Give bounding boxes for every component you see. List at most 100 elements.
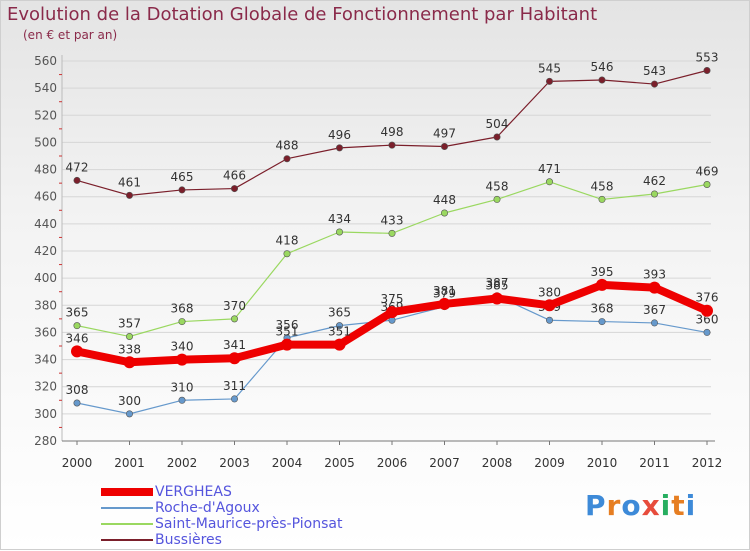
data-label: 461	[118, 175, 141, 189]
legend-swatch-roche-d-agoux	[101, 507, 153, 509]
y-tick-label: 560	[34, 54, 57, 68]
x-tick-label: 2001	[114, 456, 145, 470]
data-label: 311	[223, 379, 246, 393]
data-label: 368	[591, 302, 614, 316]
data-point	[650, 319, 658, 327]
data-point	[335, 322, 343, 330]
x-tick-label: 2000	[62, 456, 93, 470]
data-point	[231, 185, 239, 193]
data-label: 545	[538, 61, 561, 75]
y-tick-label: 520	[34, 108, 57, 122]
data-label: 498	[381, 125, 404, 139]
data-label: 351	[328, 325, 351, 339]
y-tick-label: 280	[34, 434, 57, 448]
y-tick-label: 460	[34, 190, 57, 204]
data-label: 308	[66, 383, 89, 397]
data-label: 379	[433, 287, 456, 301]
data-point	[388, 229, 396, 237]
data-label: 458	[591, 179, 614, 193]
data-label: 553	[696, 51, 719, 65]
data-label: 543	[643, 64, 666, 78]
data-point	[123, 356, 136, 369]
legend-swatch-bar	[101, 507, 153, 509]
data-label: 385	[486, 279, 509, 293]
data-point	[598, 76, 606, 84]
data-point	[491, 292, 503, 305]
data-label: 368	[171, 302, 194, 316]
data-point	[438, 297, 451, 310]
y-tick-label: 420	[34, 244, 57, 258]
x-tick-label: 2004	[272, 456, 303, 470]
data-point	[283, 155, 291, 163]
data-point	[228, 352, 241, 365]
data-point	[126, 332, 134, 340]
legend-swatch-bar	[101, 523, 153, 525]
data-point	[388, 141, 396, 149]
data-point	[231, 395, 239, 403]
data-point	[650, 80, 658, 88]
data-label: 310	[171, 380, 194, 394]
logo-letter: x	[641, 489, 661, 522]
data-point	[126, 410, 134, 418]
data-point	[178, 186, 186, 194]
data-point	[335, 144, 343, 152]
chart-subtitle: (en € et par an)	[23, 28, 118, 42]
data-label: 341	[223, 338, 246, 352]
data-point	[543, 299, 556, 312]
proxiti-logo: Proxiti	[585, 489, 696, 522]
legend-label-saint-maurice: Saint-Maurice-près-Pionsat	[155, 516, 343, 532]
data-label: 471	[538, 162, 561, 176]
data-point	[703, 67, 711, 75]
logo-letter: P	[585, 489, 607, 522]
data-label: 466	[223, 169, 246, 183]
data-point	[126, 191, 134, 199]
data-point	[545, 178, 553, 186]
data-point	[493, 195, 501, 203]
y-tick-label: 540	[34, 81, 57, 95]
data-point	[596, 278, 608, 291]
data-point	[73, 322, 81, 330]
data-label: 376	[696, 291, 719, 305]
data-point	[333, 338, 346, 351]
data-point	[386, 306, 398, 319]
data-point	[703, 181, 711, 189]
data-point	[545, 77, 553, 85]
legend-swatch-bar	[101, 539, 153, 541]
y-tick-label: 400	[34, 271, 57, 285]
x-tick-label: 2012	[692, 456, 723, 470]
data-point	[73, 176, 81, 184]
logo-letter: r	[606, 489, 622, 522]
data-label: 472	[66, 160, 89, 174]
data-point	[440, 143, 448, 151]
data-point	[73, 399, 81, 407]
data-label: 448	[433, 193, 456, 207]
data-label: 393	[643, 268, 666, 282]
data-label: 300	[118, 394, 141, 408]
y-tick-label: 340	[34, 353, 57, 367]
data-label: 434	[328, 212, 351, 226]
data-label: 458	[486, 179, 509, 193]
data-point	[648, 281, 661, 294]
x-tick-label: 2007	[429, 456, 460, 470]
x-tick-label: 2009	[534, 456, 565, 470]
logo-letter: t	[671, 489, 686, 522]
data-point	[281, 338, 293, 351]
data-point	[283, 250, 291, 258]
data-label: 433	[381, 213, 404, 227]
logo-letter: i	[660, 489, 672, 522]
data-point	[231, 315, 239, 323]
x-tick-label: 2003	[219, 456, 250, 470]
legend-swatch-saint-maurice	[101, 523, 153, 525]
data-label: 351	[276, 325, 299, 339]
y-tick-label: 360	[34, 325, 57, 339]
y-tick-label: 300	[34, 407, 57, 421]
data-point	[71, 345, 83, 358]
data-point	[178, 318, 186, 326]
data-label: 365	[328, 306, 351, 320]
data-label: 395	[591, 265, 614, 279]
data-point	[598, 318, 606, 326]
data-point	[493, 133, 501, 141]
data-point	[701, 304, 713, 317]
logo-letter: i	[685, 489, 697, 522]
x-tick-label: 2005	[324, 456, 355, 470]
